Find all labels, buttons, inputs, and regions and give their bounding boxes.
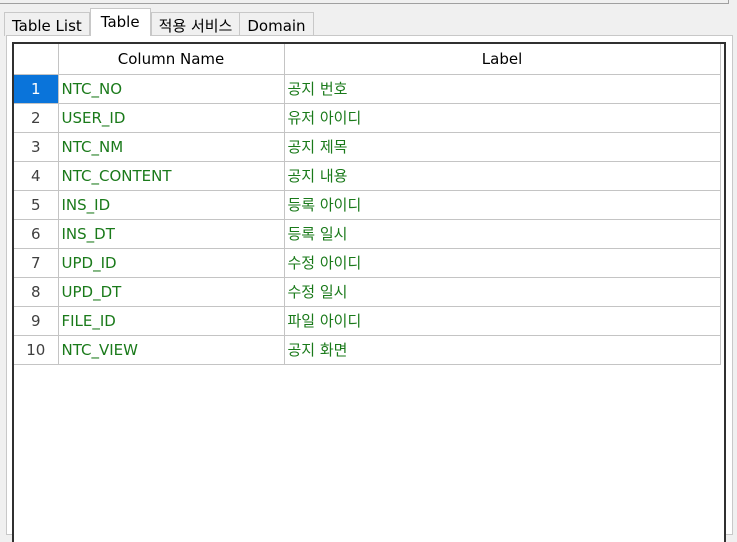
- column-table: Column Name Label 1 NTC_NO 공지 번호 2 USER_ID 유저…: [14, 44, 721, 365]
- tab-bar: Table List Table 적용 서비스 Domain: [4, 8, 314, 36]
- table-row[interactable]: 7 UPD_ID 수정 아이디: [14, 247, 721, 278]
- column-name-cell[interactable]: UPD_ID: [57, 247, 285, 278]
- table-row[interactable]: 5 INS_ID 등록 아이디: [14, 189, 721, 220]
- row-number-header[interactable]: [14, 44, 59, 75]
- table-row[interactable]: 4 NTC_CONTENT 공지 내용: [14, 160, 721, 191]
- label-cell[interactable]: 공지 화면: [283, 334, 721, 365]
- label-cell[interactable]: 파일 아이디: [283, 305, 721, 336]
- row-number-cell[interactable]: 2: [14, 102, 59, 133]
- label-cell[interactable]: 수정 일시: [283, 276, 721, 307]
- column-name-cell[interactable]: UPD_DT: [57, 276, 285, 307]
- column-name-cell[interactable]: NTC_VIEW: [57, 334, 285, 365]
- row-number-cell[interactable]: 9: [14, 305, 59, 336]
- tab-domain[interactable]: Domain: [239, 12, 314, 36]
- row-number-cell[interactable]: 10: [14, 334, 59, 365]
- column-name-header[interactable]: Column Name: [57, 44, 285, 75]
- label-cell[interactable]: 공지 내용: [283, 160, 721, 191]
- label-cell[interactable]: 공지 제목: [283, 131, 721, 162]
- label-cell[interactable]: 등록 아이디: [283, 189, 721, 220]
- column-grid[interactable]: Column Name Label 1 NTC_NO 공지 번호 2 USER_ID 유저…: [12, 42, 726, 542]
- tab-table[interactable]: Table: [89, 8, 151, 36]
- tab-applied-services[interactable]: 적용 서비스: [150, 12, 241, 36]
- column-name-cell[interactable]: NTC_NM: [57, 131, 285, 162]
- row-number-cell[interactable]: 3: [14, 131, 59, 162]
- row-number-cell[interactable]: 7: [14, 247, 59, 278]
- table-row[interactable]: 8 UPD_DT 수정 일시: [14, 276, 721, 307]
- tab-panel: Column Name Label 1 NTC_NO 공지 번호 2 USER_ID 유저…: [6, 35, 733, 542]
- row-number-cell[interactable]: 1: [14, 73, 59, 104]
- table-row[interactable]: 10 NTC_VIEW 공지 화면: [14, 334, 721, 365]
- table-row[interactable]: 9 FILE_ID 파일 아이디: [14, 305, 721, 336]
- row-number-cell[interactable]: 8: [14, 276, 59, 307]
- row-number-cell[interactable]: 4: [14, 160, 59, 191]
- header-row: Column Name Label: [14, 44, 721, 75]
- table-row[interactable]: 6 INS_DT 등록 일시: [14, 218, 721, 249]
- label-cell[interactable]: 수정 아이디: [283, 247, 721, 278]
- grid-body: 1 NTC_NO 공지 번호 2 USER_ID 유저 아이디 3 NTC_NM 공지 제목 4 N…: [14, 73, 721, 365]
- column-name-cell[interactable]: FILE_ID: [57, 305, 285, 336]
- label-cell[interactable]: 공지 번호: [283, 73, 721, 104]
- column-name-cell[interactable]: NTC_CONTENT: [57, 160, 285, 191]
- column-name-cell[interactable]: INS_ID: [57, 189, 285, 220]
- row-number-cell[interactable]: 6: [14, 218, 59, 249]
- column-name-cell[interactable]: USER_ID: [57, 102, 285, 133]
- label-cell[interactable]: 등록 일시: [283, 218, 721, 249]
- label-cell[interactable]: 유저 아이디: [283, 102, 721, 133]
- label-header[interactable]: Label: [283, 44, 721, 75]
- table-row[interactable]: 1 NTC_NO 공지 번호: [14, 73, 721, 104]
- table-row[interactable]: 2 USER_ID 유저 아이디: [14, 102, 721, 133]
- table-row[interactable]: 3 NTC_NM 공지 제목: [14, 131, 721, 162]
- column-name-cell[interactable]: NTC_NO: [57, 73, 285, 104]
- column-name-cell[interactable]: INS_DT: [57, 218, 285, 249]
- row-number-cell[interactable]: 5: [14, 189, 59, 220]
- tab-table-list[interactable]: Table List: [4, 12, 90, 36]
- window-top-border: [0, 0, 729, 4]
